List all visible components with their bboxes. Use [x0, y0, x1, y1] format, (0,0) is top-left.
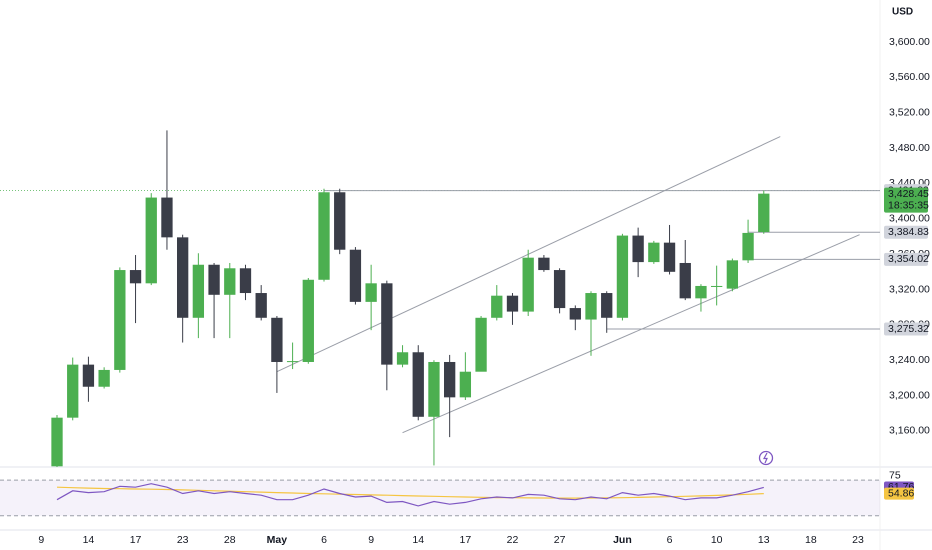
x-tick-label: 28: [224, 534, 236, 546]
candle-body: [161, 197, 173, 238]
channel-line: [402, 234, 860, 434]
x-tick-label: 9: [38, 534, 44, 546]
candle-body: [177, 237, 189, 318]
candle-body: [742, 232, 754, 261]
candle-body: [239, 268, 252, 294]
candle-body: [129, 270, 142, 284]
candle-body: [334, 192, 346, 250]
candle-body: [616, 235, 629, 318]
candle-body: [569, 308, 581, 320]
y-tick-label: 3,200.00: [889, 389, 930, 401]
candle-body: [318, 192, 330, 280]
candle-body: [114, 270, 126, 370]
candle-body: [585, 293, 597, 320]
candle-body: [663, 242, 676, 272]
candle-body: [286, 361, 299, 363]
x-tick-label: 23: [177, 534, 189, 546]
candle-body: [632, 235, 644, 263]
rsi-line: [56, 483, 764, 507]
candle-body: [679, 262, 691, 299]
x-tick-label: 13: [758, 534, 770, 546]
x-tick-label: 9: [368, 534, 374, 546]
candle-body: [51, 417, 63, 467]
candle-body: [538, 257, 550, 271]
candle-body: [459, 371, 472, 398]
rsi-tick-label: 75: [889, 469, 901, 481]
alert-icon[interactable]: [758, 450, 774, 466]
x-tick-label: 17: [460, 534, 472, 546]
candle-body: [396, 352, 409, 365]
y-tick-label: 3,160.00: [889, 425, 930, 437]
x-tick-label: 6: [321, 534, 327, 546]
y-tick-label: 3,240.00: [889, 354, 930, 366]
currency: USD: [892, 7, 913, 18]
level-label-box: [884, 322, 928, 336]
y-tick-label: 3,400.00: [889, 213, 930, 225]
rsi-ma-line: [56, 486, 764, 499]
candle-body: [601, 293, 613, 318]
x-tick-label: 23: [852, 534, 864, 546]
x-tick-label: 27: [554, 534, 566, 546]
candle-body: [208, 264, 220, 295]
candle-body: [726, 260, 739, 289]
x-tick-label: 22: [507, 534, 519, 546]
candle-body: [506, 295, 519, 312]
x-tick-label: 14: [83, 534, 95, 546]
candle-body: [412, 352, 424, 417]
candle-body: [192, 264, 205, 318]
level-label: 3,384.83: [888, 226, 929, 238]
x-tick-label: May: [267, 534, 288, 546]
candle-body: [381, 283, 393, 365]
candle-body: [349, 249, 362, 302]
x-tick-label: 18: [805, 534, 817, 546]
level-label: 3,354.02: [888, 253, 929, 265]
candle-body: [82, 364, 95, 387]
level-label-box: [884, 225, 928, 239]
candle-body: [428, 361, 440, 417]
x-tick-label: 6: [667, 534, 673, 546]
candle-body: [475, 317, 487, 372]
last-price-label: 3,428.45: [888, 188, 929, 200]
rsi-band: [0, 480, 880, 516]
y-tick-label: 3,560.00: [889, 71, 930, 83]
y-tick-label: 3,520.00: [889, 106, 930, 118]
candle-body: [145, 197, 157, 284]
y-tick-label: 3,600.00: [889, 36, 930, 48]
level-label: 3,275.32: [888, 323, 929, 335]
candle-body: [224, 268, 236, 295]
x-tick-label: 14: [412, 534, 424, 546]
candle-body: [553, 270, 566, 309]
rsi-ma-label: 54.86: [888, 487, 914, 499]
candle-body: [271, 317, 283, 362]
y-tick-label: 3,480.00: [889, 142, 930, 154]
candle-body: [98, 369, 110, 387]
x-tick-label: 17: [130, 534, 142, 546]
candle-body: [444, 361, 456, 398]
candle-body: [255, 293, 267, 318]
candle-body: [302, 279, 314, 362]
level-label-box: [884, 252, 928, 266]
candle-body: [365, 283, 377, 302]
candle-body: [522, 257, 534, 312]
candle-body: [491, 295, 503, 318]
candle-body: [695, 285, 707, 299]
candle-body: [758, 193, 770, 233]
countdown: 18:35:35: [888, 199, 929, 211]
candle-body: [711, 285, 723, 287]
last-price-box: [884, 187, 928, 213]
x-tick-label: Jun: [613, 534, 632, 546]
rsi-ma-box: [884, 487, 914, 500]
candle-body: [67, 364, 79, 418]
candle-body: [648, 242, 660, 263]
y-tick-label: 3,320.00: [889, 283, 930, 295]
x-tick-label: 10: [711, 534, 723, 546]
